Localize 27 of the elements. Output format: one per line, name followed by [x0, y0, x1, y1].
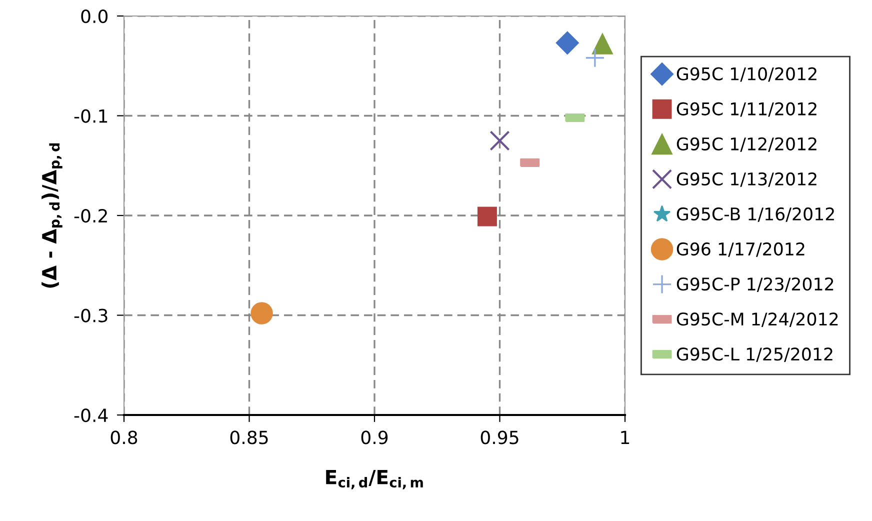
x-tick-label: 0.85 [230, 430, 268, 444]
x-tick-label: 0.8 [110, 430, 138, 444]
legend-label: G95C-P 1/23/2012 [676, 277, 834, 292]
legend-label: G95C-B 1/16/2012 [676, 207, 834, 222]
point [585, 48, 605, 68]
point [556, 31, 579, 54]
x-tick-label: 0.95 [480, 430, 518, 444]
legend-label: G95C-L 1/25/2012 [676, 348, 832, 362]
x-axis-title: E$_{ci,d}$/E$_{ci,m}$ [326, 470, 423, 490]
y-tick-label: -0.4 [74, 408, 108, 422]
y-tick-label: -0.2 [74, 208, 107, 223]
point [490, 130, 510, 151]
legend-label: G95C-M 1/24/2012 [676, 312, 838, 327]
point [478, 206, 497, 226]
legend-label: G96 1/17/2012 [676, 242, 804, 257]
y-tick-label: 0.0 [81, 9, 108, 24]
y-tick-label: -0.1 [74, 109, 108, 123]
legend-label: G95C 1/10/2012 [676, 67, 816, 82]
y-tick-label: -0.3 [74, 308, 108, 322]
y-axis-title: (Δ - Δ$_{p,d}$)/Δ$_{p,d}$ [42, 143, 62, 288]
legend-label: G95C 1/12/2012 [676, 137, 816, 152]
legend-label: G95C 1/13/2012 [676, 172, 816, 187]
x-tick-label: 0.9 [361, 430, 388, 444]
legend-label: G95C 1/11/2012 [676, 102, 816, 117]
point [592, 34, 613, 54]
x-tick-label: 1 [621, 430, 630, 444]
point [250, 302, 273, 324]
